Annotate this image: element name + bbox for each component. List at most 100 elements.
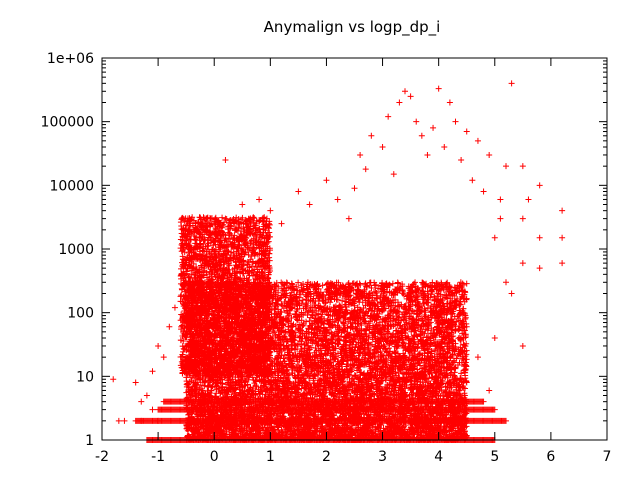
data-point [194,226,201,233]
data-point [188,255,195,262]
y-tick-label: 1e+06 [47,51,94,67]
y-tick-label: 10 [76,369,94,385]
data-point [435,85,442,92]
data-point [115,417,122,424]
y-tick-label: 100000 [41,115,94,131]
x-tick-label: 3 [378,449,387,465]
data-point [469,177,476,184]
data-point [508,290,515,297]
data-point [418,132,425,139]
y-tick-label: 10000 [49,178,94,194]
axis-ticks: -2 -1 0 1 2 3 4 5 6 7 1 10 100 1000 10000 100000 1e+06 [41,51,612,465]
data-point [536,265,543,272]
data-point [160,354,167,361]
x-tick-label: 7 [603,449,612,465]
data-point [334,196,341,203]
data-point [368,132,375,139]
x-tick-label: 0 [210,449,219,465]
data-point [155,342,162,349]
data-point [183,240,190,247]
data-point [519,342,526,349]
data-point [480,188,487,195]
data-point [396,99,403,106]
data-point [424,151,431,158]
data-point [211,220,218,227]
x-tick-label: -2 [95,449,109,465]
data-point [177,293,184,300]
data-point [149,406,156,413]
data-point [559,260,566,267]
data-point [407,93,414,100]
data-point [121,417,128,424]
data-point [357,151,364,158]
data-point [402,88,408,95]
data-point [256,196,263,203]
data-point [503,279,509,286]
data-point [491,234,498,241]
x-tick-label: 2 [322,449,331,465]
data-point [323,177,330,184]
data-point [149,368,156,375]
x-tick-label: 5 [490,449,499,465]
data-point [452,118,459,125]
data-point [503,163,509,170]
data-point [362,166,369,173]
data-point [519,215,526,222]
data-point [463,379,470,386]
y-tick-label: 1 [85,433,94,449]
data-point [171,304,178,311]
data-point [486,387,493,394]
data-point [244,246,251,252]
data-point [519,260,526,267]
data-point [351,185,358,192]
data-point [390,171,397,178]
data-point [222,215,229,222]
x-tick-label: 6 [546,449,555,465]
x-tick-label: 4 [434,449,443,465]
data-point [446,99,453,106]
x-tick-label: -1 [151,449,165,465]
data-point [508,80,515,87]
data-point [536,182,543,189]
data-point [143,392,150,399]
data-point [559,207,566,214]
data-point [559,234,566,241]
data-point [351,387,358,394]
data-point [233,226,240,233]
data-point [155,417,162,424]
data-point [138,398,145,405]
y-tick-label: 100 [67,306,94,322]
data-point [166,323,173,330]
data-point [519,163,526,170]
data-point [132,379,139,386]
data-point [267,207,274,214]
data-point [474,137,481,144]
data-point [205,234,212,241]
data-point [295,379,302,386]
data-point [413,118,420,125]
data-point [474,354,481,361]
data-point [239,201,246,208]
data-point [222,156,229,163]
data-point [407,398,414,405]
data-point [183,279,190,286]
data-point [463,128,470,135]
data-point [110,376,117,383]
data-point [239,373,246,380]
data-point [491,335,498,342]
dense-point-cloud [132,214,509,443]
x-tick-label: 1 [266,449,275,465]
data-point [486,151,493,158]
data-point [458,156,465,163]
data-point [497,196,504,203]
data-point [536,234,543,241]
data-point [385,113,392,120]
y-tick-label: 1000 [58,242,94,258]
data-point [379,144,386,151]
data-point [345,215,352,222]
data-point [435,392,442,399]
data-point [138,417,145,424]
data-point [306,201,313,208]
data-points [110,80,566,443]
data-point [497,215,504,222]
